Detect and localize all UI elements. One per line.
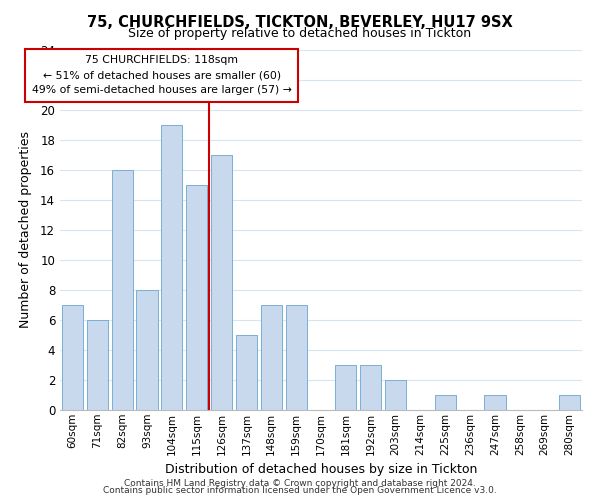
Bar xyxy=(236,335,257,410)
Text: Contains HM Land Registry data © Crown copyright and database right 2024.: Contains HM Land Registry data © Crown c… xyxy=(124,478,476,488)
Bar xyxy=(261,305,282,410)
Y-axis label: Number of detached properties: Number of detached properties xyxy=(19,132,32,328)
Bar xyxy=(435,395,456,410)
Text: 75 CHURCHFIELDS: 118sqm
← 51% of detached houses are smaller (60)
49% of semi-de: 75 CHURCHFIELDS: 118sqm ← 51% of detache… xyxy=(32,56,292,95)
Bar xyxy=(186,185,207,410)
Bar xyxy=(360,365,381,410)
Text: Size of property relative to detached houses in Tickton: Size of property relative to detached ho… xyxy=(128,28,472,40)
Bar xyxy=(211,155,232,410)
Bar xyxy=(286,305,307,410)
Bar xyxy=(136,290,158,410)
Bar xyxy=(559,395,580,410)
Text: Contains public sector information licensed under the Open Government Licence v3: Contains public sector information licen… xyxy=(103,486,497,495)
Bar xyxy=(335,365,356,410)
Bar xyxy=(62,305,83,410)
Bar xyxy=(484,395,506,410)
Bar xyxy=(161,125,182,410)
X-axis label: Distribution of detached houses by size in Tickton: Distribution of detached houses by size … xyxy=(165,463,477,476)
Text: 75, CHURCHFIELDS, TICKTON, BEVERLEY, HU17 9SX: 75, CHURCHFIELDS, TICKTON, BEVERLEY, HU1… xyxy=(87,15,513,30)
Bar xyxy=(385,380,406,410)
Bar xyxy=(87,320,108,410)
Bar xyxy=(112,170,133,410)
